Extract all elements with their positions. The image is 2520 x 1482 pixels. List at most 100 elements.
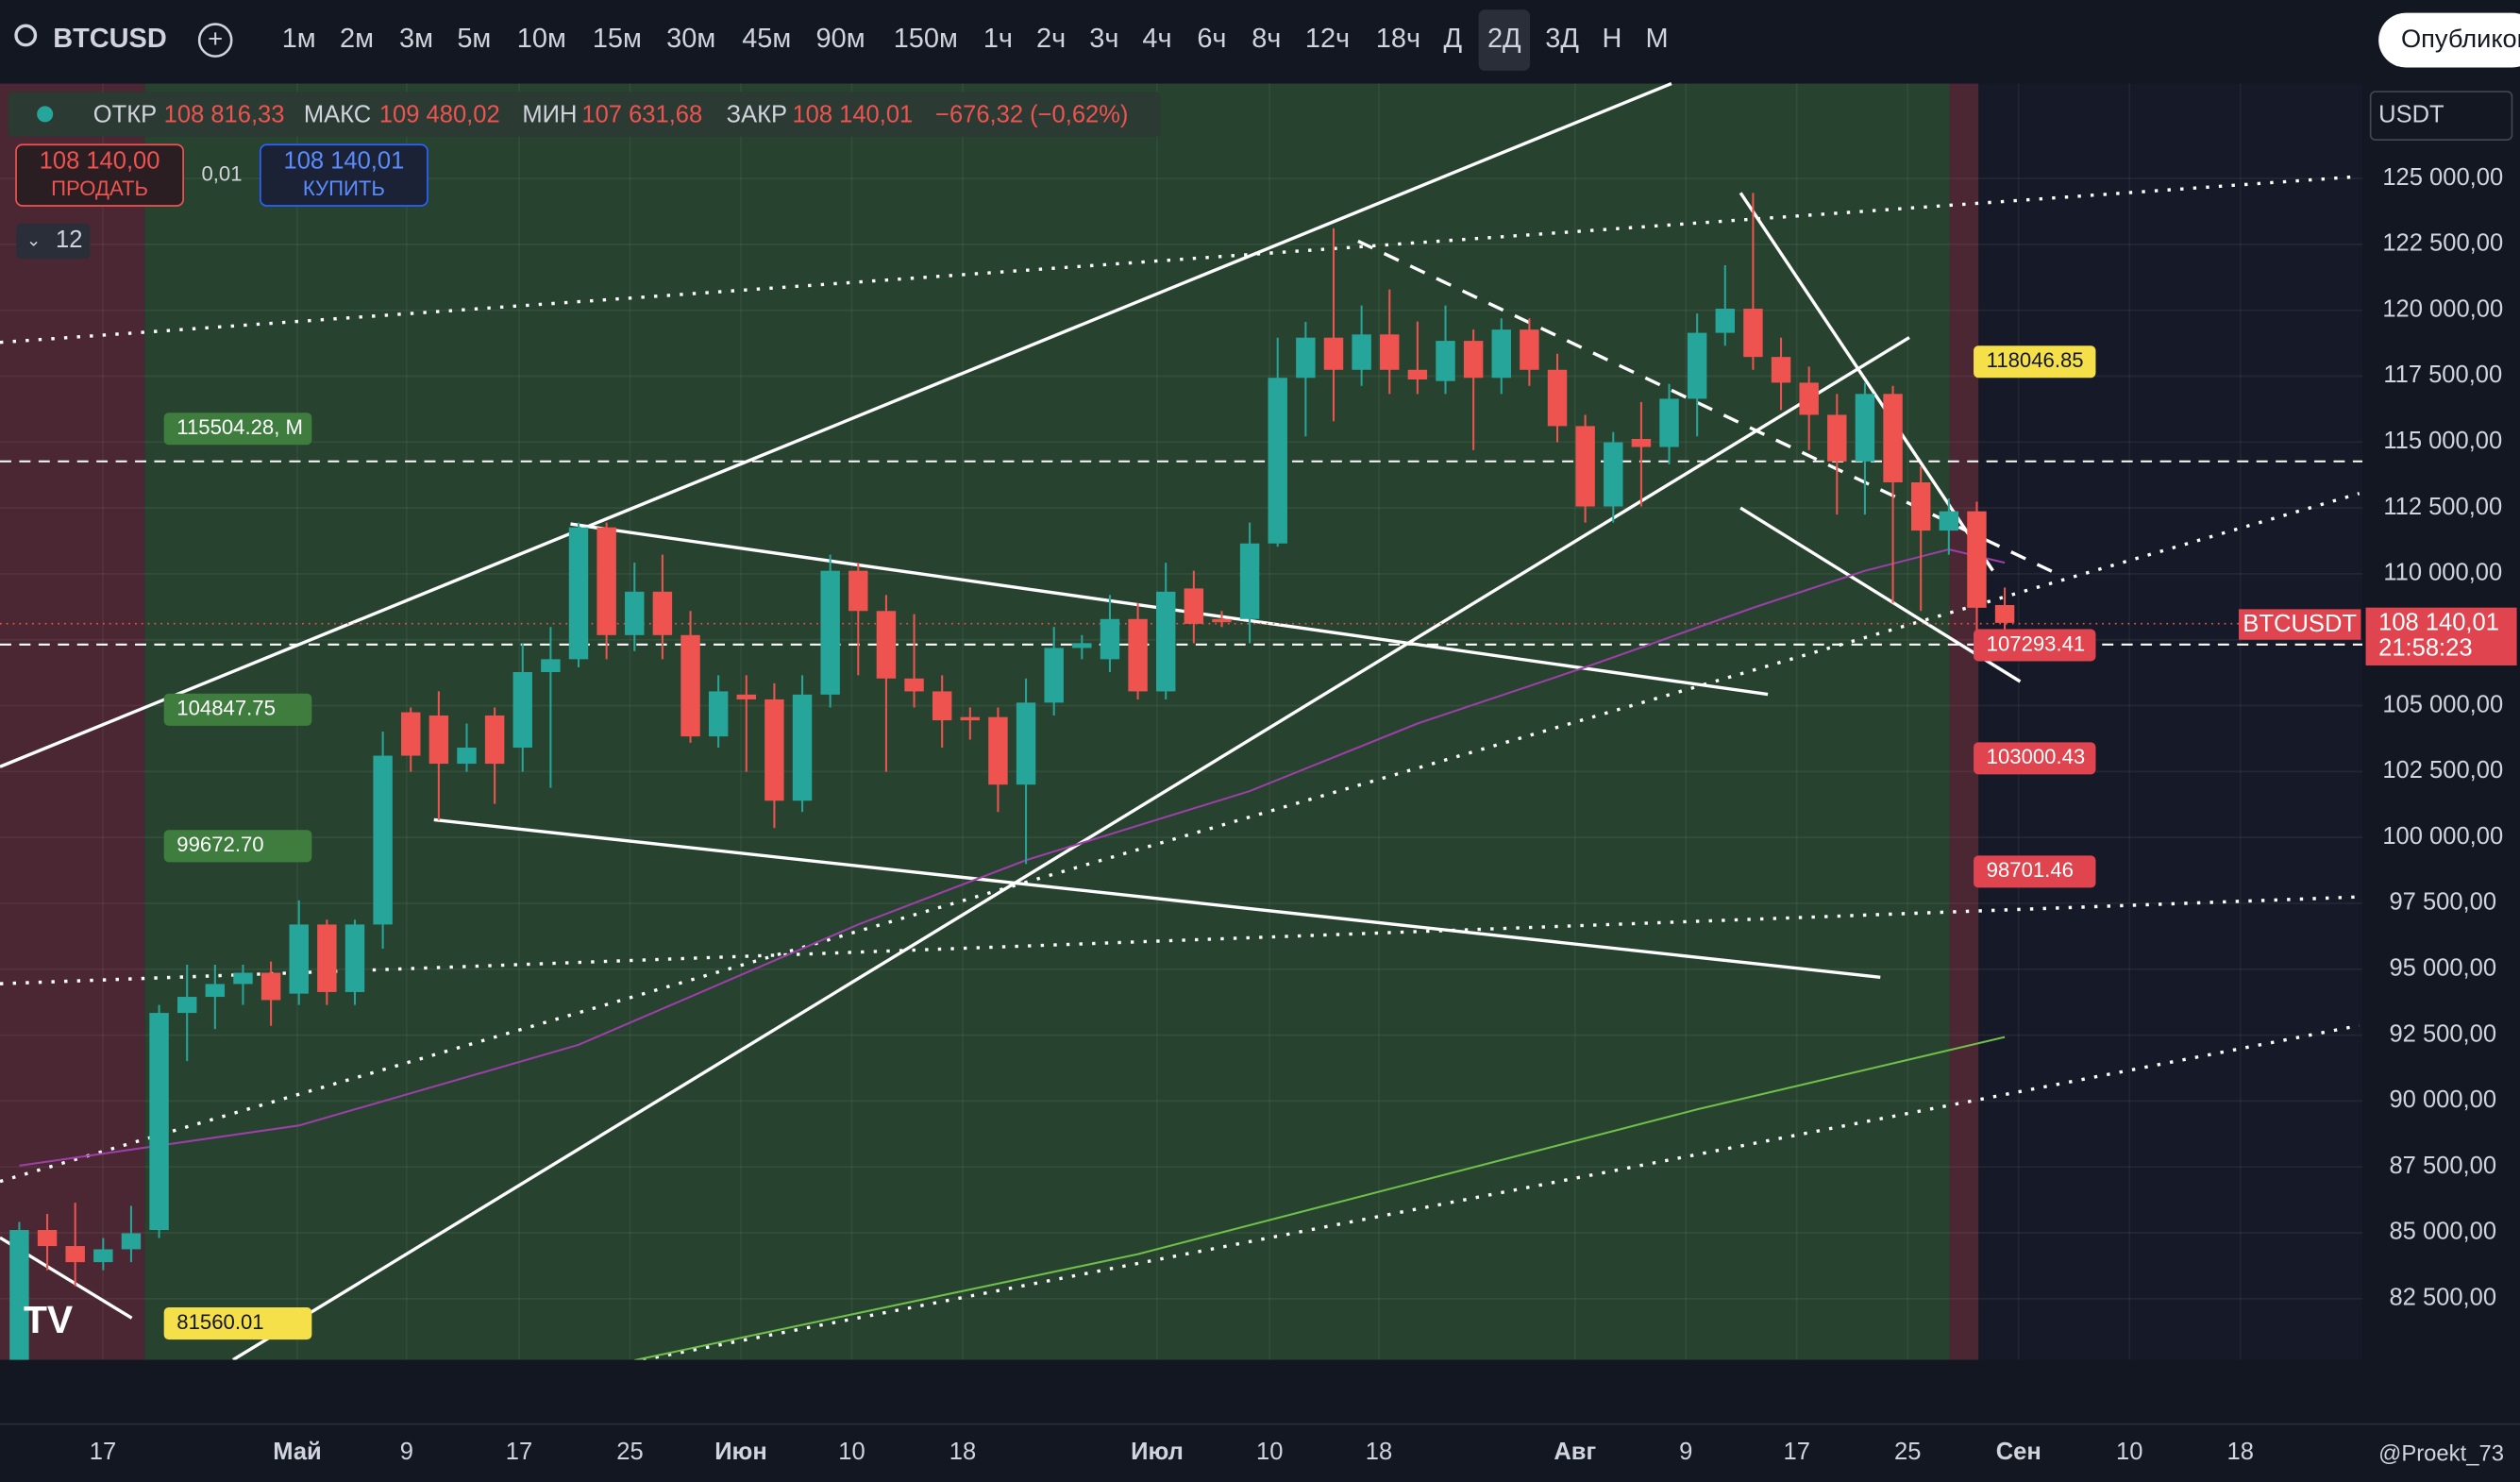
red-zone (1949, 83, 1979, 1360)
candle-body (1044, 648, 1064, 703)
y-tick-label: 125 000,00 (2382, 164, 2503, 191)
price-tag-price: 108 140,01 (2378, 609, 2499, 635)
candle-body (1072, 643, 1092, 648)
legend-close-label: ЗАКР (727, 101, 787, 127)
publish-button[interactable] (2378, 12, 2520, 68)
level-label: 104847.75 (176, 697, 276, 720)
indicators-toggle[interactable] (16, 223, 91, 260)
spread: 0,01 (201, 161, 242, 185)
timeframe[interactable]: 3м (399, 24, 433, 54)
candle-body (988, 716, 1008, 785)
candle-body (1296, 337, 1316, 379)
level-label-bg (163, 830, 312, 863)
candle-body (373, 755, 393, 925)
timeframe[interactable]: 12ч (1305, 24, 1350, 54)
candle-body (484, 715, 505, 765)
level-label: 98701.46 (1987, 858, 2074, 882)
axes: 125 000,00 122 500,00 120 000,00 117 500,00… (90, 164, 2503, 1465)
timeframe[interactable]: Д (1444, 24, 1463, 54)
dotted-line (0, 895, 2360, 985)
candle-body (1491, 329, 1511, 379)
add-icon: + (208, 24, 223, 53)
candle-body (205, 984, 226, 998)
timeframe[interactable]: 1ч (983, 24, 1013, 54)
timeframe[interactable]: 1м (282, 24, 316, 54)
candle-body (149, 1013, 169, 1231)
timeframe[interactable]: 30м (666, 24, 715, 54)
candle-body (512, 671, 532, 749)
candle-body (1994, 604, 2015, 623)
candle-body (680, 634, 700, 737)
timeframe[interactable]: 5м (457, 24, 491, 54)
x-tick-label: Июн (714, 1439, 767, 1465)
candle-body (1967, 511, 1987, 608)
timeframe[interactable]: 150м (894, 24, 958, 54)
timeframe[interactable]: 3ч (1089, 24, 1118, 54)
timeframe[interactable]: 4ч (1142, 24, 1171, 54)
currency-select[interactable] (2369, 91, 2513, 142)
candle-body (260, 972, 281, 1001)
candle-body (1212, 618, 1232, 623)
timeframe[interactable]: 8ч (1252, 24, 1281, 54)
x-tick-label: 18 (949, 1439, 976, 1465)
candle-body (820, 570, 840, 695)
timeframe[interactable]: 18ч (1376, 24, 1420, 54)
candle-body (1883, 394, 1903, 482)
legend-open: 108 816,33 (164, 101, 285, 127)
price-tag-symbol-bg (2239, 609, 2361, 640)
candle-body (1520, 329, 1539, 370)
candle-body (960, 716, 981, 721)
level-label: 107293.41 (1987, 632, 2086, 655)
sell-button[interactable] (15, 143, 184, 207)
x-tick-label: 10 (2116, 1439, 2142, 1465)
x-tick-label: Авг (1554, 1439, 1596, 1465)
moving-average (19, 547, 2006, 1167)
candle-body (1407, 369, 1428, 379)
timeframe[interactable]: 6ч (1197, 24, 1226, 54)
timeframe[interactable]: 3Д (1545, 24, 1579, 54)
candle-body (596, 527, 616, 635)
timeframe-active (1478, 9, 1531, 71)
candle-body (93, 1249, 113, 1263)
timeframe[interactable]: 90м (816, 24, 865, 54)
legend: ОТКР 108 816,33 МАКС 109 480,02 МИН 107 … (8, 92, 1161, 137)
price-axis (2362, 83, 2520, 1360)
candle-body (65, 1246, 85, 1263)
legend-close: 108 140,01 (792, 101, 913, 127)
buy-button[interactable] (260, 143, 428, 207)
timeframe[interactable]: Н (1602, 24, 1621, 54)
price-tag-bg (2365, 607, 2517, 665)
x-tick-label: 10 (838, 1439, 865, 1465)
level-label-bg (163, 413, 312, 446)
candle-body (764, 699, 784, 801)
timeframe[interactable]: 45м (742, 24, 791, 54)
x-tick-label: 25 (616, 1439, 643, 1465)
search-icon[interactable] (14, 24, 38, 47)
candle-body (1100, 618, 1120, 660)
timeframe[interactable]: 15м (593, 24, 642, 54)
candle-body (1771, 357, 1791, 383)
legend-open-label: ОТКР (93, 101, 157, 127)
status-dot (37, 106, 54, 123)
timeframe[interactable]: 2Д (1487, 24, 1521, 54)
buy-price: 108 140,01 (284, 148, 405, 175)
timeframe[interactable]: 2ч (1036, 24, 1066, 54)
candle-body (568, 527, 589, 660)
candle-body (1547, 369, 1568, 427)
timeframe[interactable]: 2м (340, 24, 374, 54)
candle-body (541, 659, 561, 672)
add-button[interactable] (197, 23, 233, 58)
symbol[interactable]: BTCUSD (53, 24, 167, 54)
candle-body (1910, 481, 1931, 531)
grid (0, 83, 2363, 1360)
candle-body (1016, 702, 1036, 785)
candle-body (428, 715, 449, 765)
candle-body (1352, 334, 1371, 370)
timeframe[interactable]: 10м (517, 24, 566, 54)
candle-body (9, 1230, 29, 1360)
level-label: 99672.70 (176, 833, 263, 856)
timeframe[interactable]: М (1646, 24, 1669, 54)
candle-body (1239, 543, 1260, 619)
y-tick-label: 112 500,00 (2383, 494, 2502, 520)
